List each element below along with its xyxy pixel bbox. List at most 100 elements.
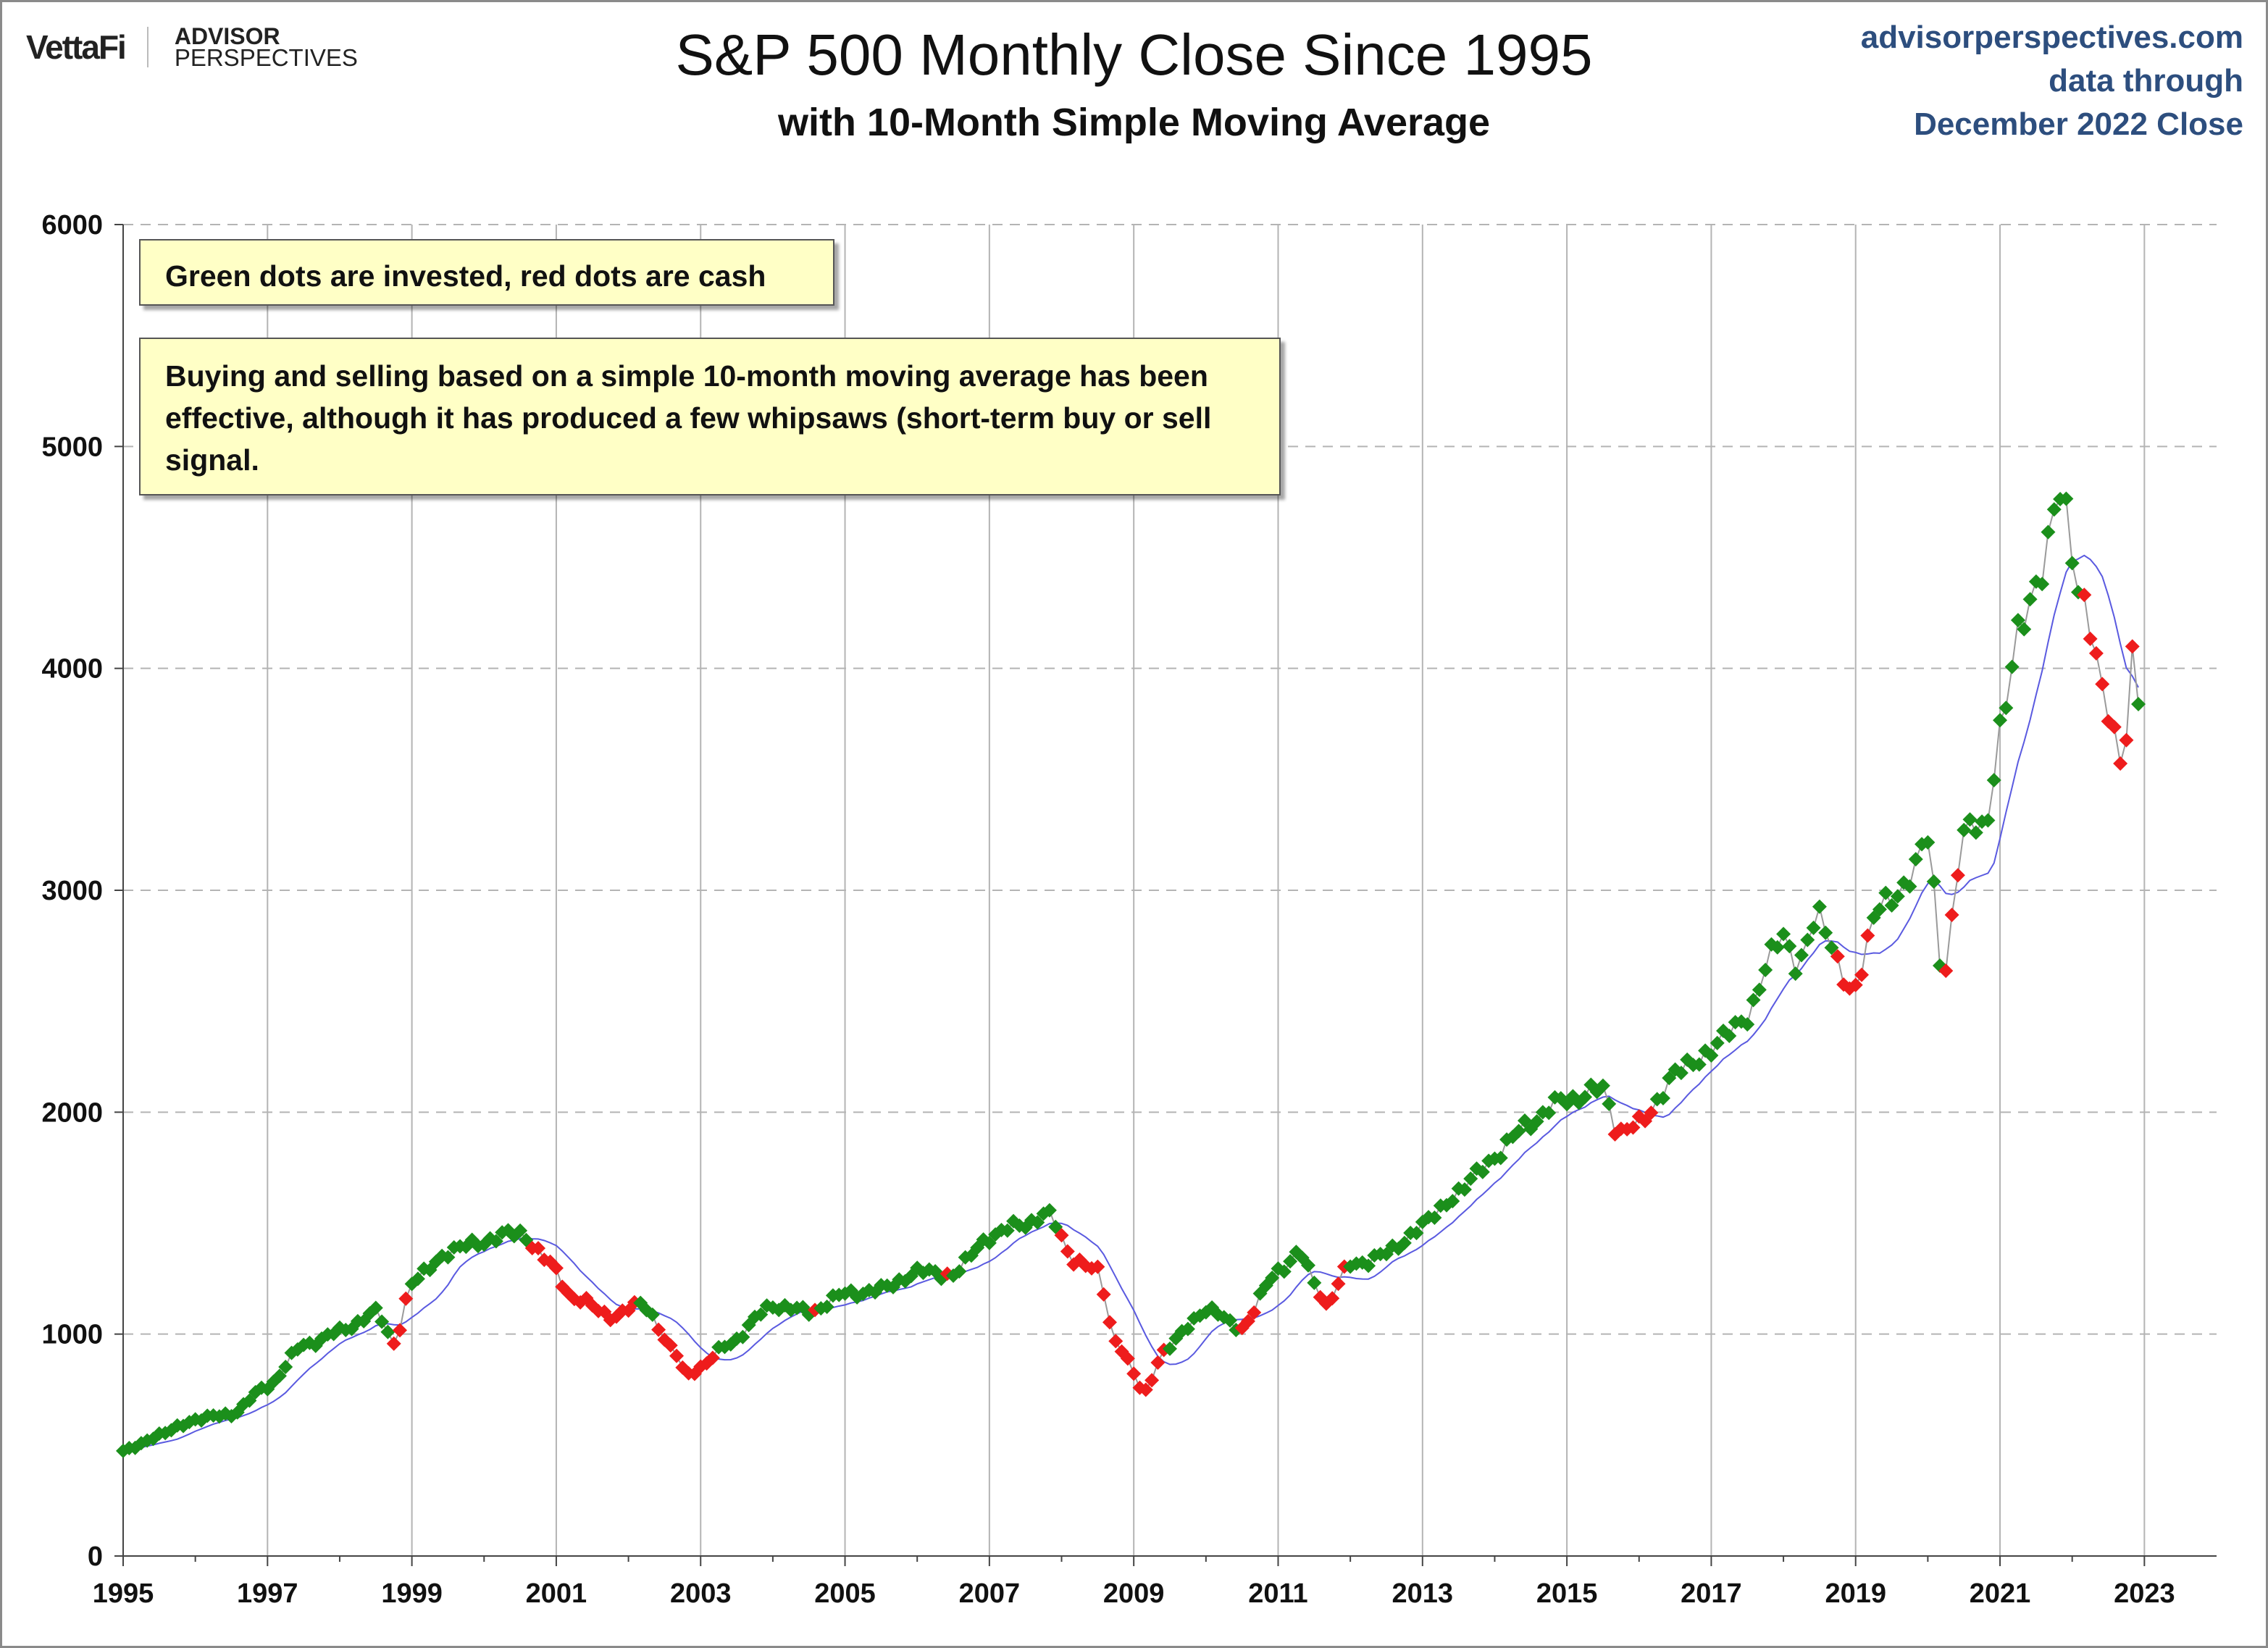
x-tick-label: 1995	[93, 1578, 154, 1609]
moving-average-line	[122, 554, 2139, 1452]
source-url: advisorperspectives.com	[1860, 20, 2243, 55]
cash-dot	[2088, 645, 2104, 661]
logo-divider	[146, 27, 148, 67]
invested-dot	[1926, 874, 1941, 889]
invested-dot	[1276, 1264, 1292, 1279]
invested-dot	[1301, 1258, 1316, 1273]
invested-dot	[1968, 825, 1983, 840]
cash-dot	[1830, 949, 1845, 964]
cash-dot	[1120, 1351, 1135, 1366]
invested-dot	[1511, 1124, 1526, 1139]
x-tick-label: 2005	[814, 1578, 876, 1609]
advisor-perspectives-logo: ADVISOR PERSPECTIVES	[174, 23, 358, 70]
invested-dot	[2041, 524, 2056, 540]
invested-dot	[1493, 1150, 1508, 1166]
invested-dot	[1908, 852, 1923, 867]
logo-line1: ADVISOR	[174, 23, 280, 49]
invested-dot	[1673, 1066, 1689, 1081]
invested-dot	[1794, 948, 1809, 963]
invested-dot	[1265, 1271, 1280, 1286]
y-tick-label: 3000	[41, 876, 103, 906]
chart-title: S&P 500 Monthly Close Since 1995	[675, 22, 1593, 87]
x-tick-label: 2001	[526, 1578, 587, 1609]
invested-dot	[1812, 899, 1827, 914]
y-tick-label: 2000	[41, 1097, 103, 1128]
cash-dot	[1096, 1287, 1111, 1302]
invested-dot	[1980, 813, 1996, 828]
invested-dot	[410, 1271, 425, 1287]
cash-dot	[2119, 732, 2134, 748]
invested-dot	[278, 1360, 293, 1375]
cash-dot	[1138, 1382, 1153, 1397]
invested-dot	[1710, 1035, 1725, 1050]
invested-dot	[1818, 925, 1833, 940]
invested-dot	[1445, 1194, 1460, 1209]
x-tick-label: 2003	[670, 1578, 732, 1609]
cash-dot	[1126, 1366, 1142, 1381]
vettafi-logo: VettaFi ADVISOR PERSPECTIVES	[26, 22, 358, 72]
cash-dot	[1108, 1334, 1123, 1349]
cash-dot	[1247, 1305, 1262, 1320]
x-tick-label: 1999	[381, 1578, 443, 1609]
cash-dot	[669, 1348, 685, 1363]
invested-dot	[1475, 1164, 1490, 1179]
invested-dot	[513, 1223, 528, 1238]
legend-note: Green dots are invested, red dots are ca…	[139, 239, 834, 306]
invested-dot	[1691, 1057, 1707, 1072]
invested-dot	[1409, 1226, 1424, 1241]
y-tick-label: 5000	[41, 432, 103, 462]
invested-dot	[1962, 812, 1978, 827]
invested-dot	[1163, 1341, 1177, 1356]
cash-dot	[548, 1260, 564, 1276]
invested-dot	[2004, 659, 2020, 674]
invested-dot	[1770, 940, 1785, 955]
cash-dot	[1145, 1373, 1160, 1388]
invested-dot	[982, 1235, 997, 1250]
invested-dot	[1463, 1171, 1478, 1187]
invested-dot	[362, 1306, 377, 1321]
cash-dot	[1860, 928, 1875, 943]
invested-dot	[2059, 491, 2074, 506]
y-tick-label: 6000	[41, 210, 103, 240]
cash-dot	[1090, 1259, 1105, 1274]
invested-dot	[1704, 1047, 1719, 1063]
invested-dot	[1993, 713, 2008, 728]
invested-dot	[1824, 940, 1839, 955]
x-tick-label: 2015	[1536, 1578, 1598, 1609]
cash-dot	[2083, 631, 2098, 646]
y-tick-label: 0	[88, 1542, 103, 1572]
invested-dot	[1307, 1275, 1322, 1290]
cash-dot	[651, 1322, 666, 1337]
cash-dot	[2113, 756, 2128, 771]
tick-label-layer: 0 1000 2000 3000 4000 5000 6000 1995 1997 1999 200…	[41, 210, 2175, 1609]
cash-dot	[1054, 1228, 1069, 1243]
invested-dot	[1878, 885, 1894, 900]
invested-dot	[1397, 1235, 1412, 1250]
cash-dot	[1625, 1120, 1641, 1135]
invested-dot	[1800, 932, 1815, 948]
invested-dot	[2010, 613, 2025, 628]
invested-dot	[753, 1307, 769, 1322]
x-tick-label: 2017	[1681, 1578, 1742, 1609]
price-line-layer	[122, 498, 2140, 1452]
cash-dot	[1240, 1313, 1255, 1329]
invested-dot	[1602, 1096, 1617, 1111]
logo-brand: VettaFi	[26, 28, 127, 66]
x-tick-label: 2007	[959, 1578, 1021, 1609]
invested-dot	[1872, 902, 1887, 917]
invested-dot	[1042, 1202, 1057, 1218]
invested-dot	[1746, 992, 1761, 1008]
invested-dot	[1920, 835, 1936, 850]
cash-dot	[1944, 907, 1959, 922]
explanation-note: Buying and selling based on a simple 10-…	[139, 338, 1281, 495]
cash-dot	[1644, 1105, 1659, 1121]
dot-layer	[116, 491, 2146, 1458]
source-data-through: data through	[2049, 63, 2243, 99]
cash-dot	[2106, 719, 2122, 735]
invested-dot	[272, 1368, 287, 1384]
cash-dot	[1950, 868, 1965, 883]
y-tick-label: 4000	[41, 654, 103, 685]
invested-dot	[735, 1329, 750, 1344]
invested-dot	[1722, 1029, 1737, 1044]
y-tick-label: 1000	[41, 1320, 103, 1350]
